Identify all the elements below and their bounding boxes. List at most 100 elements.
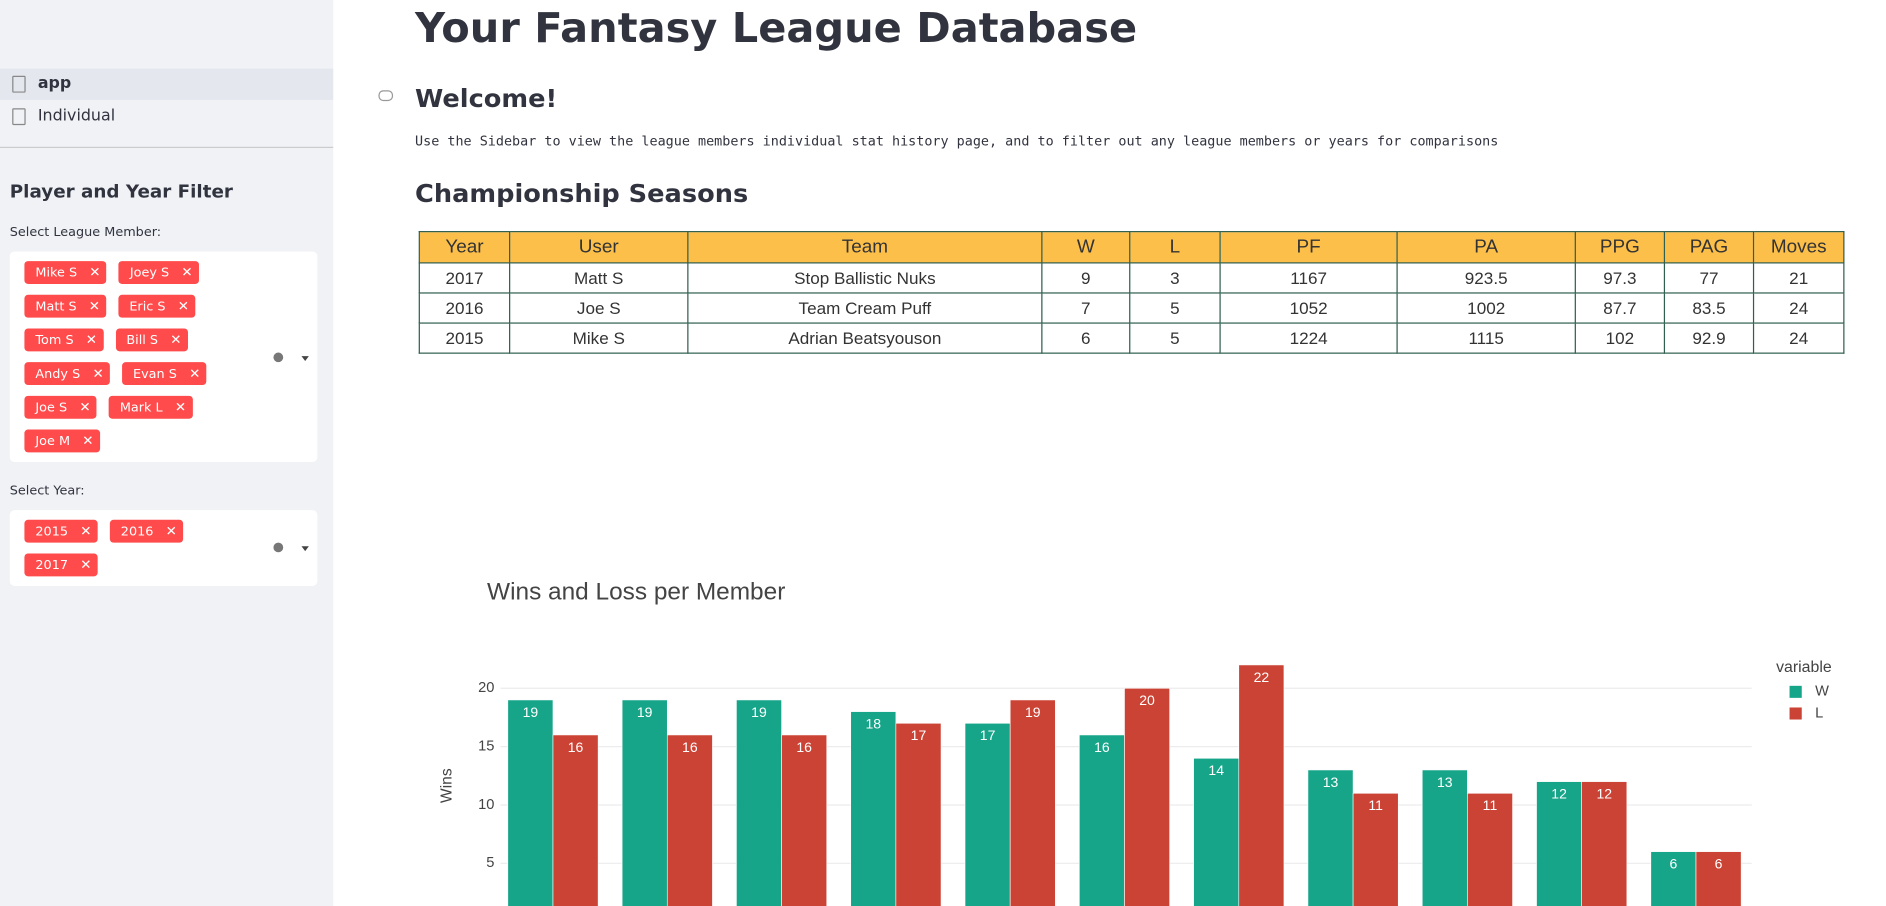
description: Use the Sidebar to view the league membe… <box>415 133 1499 150</box>
bar <box>895 722 942 906</box>
bar <box>507 699 554 906</box>
clear-icon[interactable] <box>273 542 284 553</box>
tag[interactable]: Mike S <box>24 261 107 284</box>
table-cell: 1115 <box>1396 322 1576 354</box>
data-label: 14 <box>1208 762 1224 778</box>
y-tick-label: 15 <box>478 739 494 755</box>
tag-list: Mike S Joey S Matt S Eric S Tom S Bill SAndy … <box>24 261 250 453</box>
bar <box>1307 769 1354 906</box>
legend-title: variable <box>1776 659 1832 676</box>
year-label: Select Year: <box>9 483 85 499</box>
data-label: 19 <box>523 704 539 720</box>
link-icon[interactable] <box>378 90 394 102</box>
column-header: User <box>509 231 689 264</box>
data-label: 22 <box>1254 669 1270 685</box>
data-label: 16 <box>796 739 812 755</box>
nav-label: Individual <box>37 107 116 126</box>
column-header: PAG <box>1663 231 1755 264</box>
data-label: 19 <box>637 704 653 720</box>
tag[interactable]: Joe M <box>24 429 100 453</box>
tag[interactable]: Joe S <box>24 395 97 419</box>
tag[interactable]: Evan S <box>122 362 207 386</box>
bar <box>1467 792 1513 906</box>
table-cell: Matt S <box>509 262 689 294</box>
table-cell: 83.5 <box>1663 292 1755 324</box>
table-cell: 2016 <box>418 292 511 324</box>
tag[interactable]: 2015 <box>24 519 98 543</box>
tag[interactable]: 2017 <box>24 553 98 577</box>
bar <box>1536 781 1582 906</box>
bar <box>781 734 828 906</box>
data-label: 13 <box>1323 774 1339 790</box>
member-label: Select League Member: <box>9 224 162 240</box>
nav-item[interactable]: Individual <box>0 101 333 132</box>
bar <box>1124 687 1170 906</box>
data-label: 12 <box>1551 786 1567 802</box>
bar <box>964 722 1011 906</box>
table-cell: Stop Ballistic Nuks <box>687 262 1043 294</box>
legend-swatch <box>1789 707 1802 720</box>
table-cell: 102 <box>1574 322 1666 354</box>
table-cell: 87.7 <box>1574 292 1666 324</box>
column-header: Team <box>687 231 1043 264</box>
dropdown-icon[interactable] <box>301 546 309 552</box>
bar <box>1695 851 1742 906</box>
tag[interactable]: Eric S <box>118 294 196 318</box>
bar <box>850 711 897 906</box>
data-label: 11 <box>1368 797 1383 813</box>
legend-label: W <box>1815 684 1829 700</box>
clear-icon[interactable] <box>273 352 284 363</box>
table-cell: 97.3 <box>1574 262 1666 294</box>
y-tick-label: 5 <box>486 855 494 871</box>
tag[interactable]: Bill S <box>115 328 188 352</box>
bar <box>1352 792 1399 906</box>
member-select[interactable]: Mike S Joey S Matt S Eric S Tom S Bill SAndy … <box>9 251 318 463</box>
y-tick-label: 20 <box>478 680 494 696</box>
bar <box>621 699 668 906</box>
legend-swatch <box>1789 685 1802 698</box>
tag[interactable]: Andy S <box>24 362 110 386</box>
data-label: 12 <box>1596 786 1612 802</box>
table-cell: 21 <box>1752 262 1845 294</box>
data-label: 11 <box>1483 797 1498 813</box>
table-cell: 92.9 <box>1663 322 1755 354</box>
tag[interactable]: Tom S <box>24 328 104 352</box>
data-label: 6 <box>1670 856 1678 872</box>
data-label: 19 <box>751 704 767 720</box>
nav-label: app <box>37 74 72 93</box>
column-header: L <box>1129 231 1221 264</box>
welcome-heading: Welcome! <box>415 84 558 114</box>
header-row: Year User Team W L PF PA PPG PAG Moves <box>418 231 1845 264</box>
bar <box>736 699 782 906</box>
table-cell: 7 <box>1041 292 1131 324</box>
sidebar: app Individual Player and Year Filter Se… <box>0 0 334 906</box>
table-cell: Mike S <box>509 322 689 354</box>
tag[interactable]: 2016 <box>109 519 183 543</box>
data-label: 13 <box>1437 774 1453 790</box>
chart-title: Wins and Loss per Member <box>487 579 785 606</box>
bar <box>1079 734 1125 906</box>
table-row: 2016 Joe S Team Cream Puff 7 5 1052 1002 87.7 83… <box>418 292 1845 324</box>
table-cell: 1052 <box>1219 292 1398 324</box>
dropdown-icon[interactable] <box>301 356 309 361</box>
bar <box>1009 699 1056 906</box>
data-label: 20 <box>1139 692 1155 708</box>
bar <box>1193 757 1240 906</box>
table-cell: Adrian Beatsyouson <box>687 322 1043 354</box>
year-select[interactable]: 2015 2016 2017 <box>9 510 318 586</box>
data-label: 16 <box>568 739 584 755</box>
column-header: W <box>1041 231 1131 264</box>
nav-item[interactable]: app <box>0 68 334 100</box>
tag[interactable]: Mark L <box>108 395 193 419</box>
table-cell: 6 <box>1041 322 1131 354</box>
tag[interactable]: Matt S <box>24 294 107 318</box>
data-label: 6 <box>1715 856 1723 872</box>
filter-title: Player and Year Filter <box>9 180 233 203</box>
tag[interactable]: Joey S <box>118 261 199 284</box>
table-cell: 1224 <box>1219 322 1398 354</box>
data-label: 17 <box>980 727 996 743</box>
